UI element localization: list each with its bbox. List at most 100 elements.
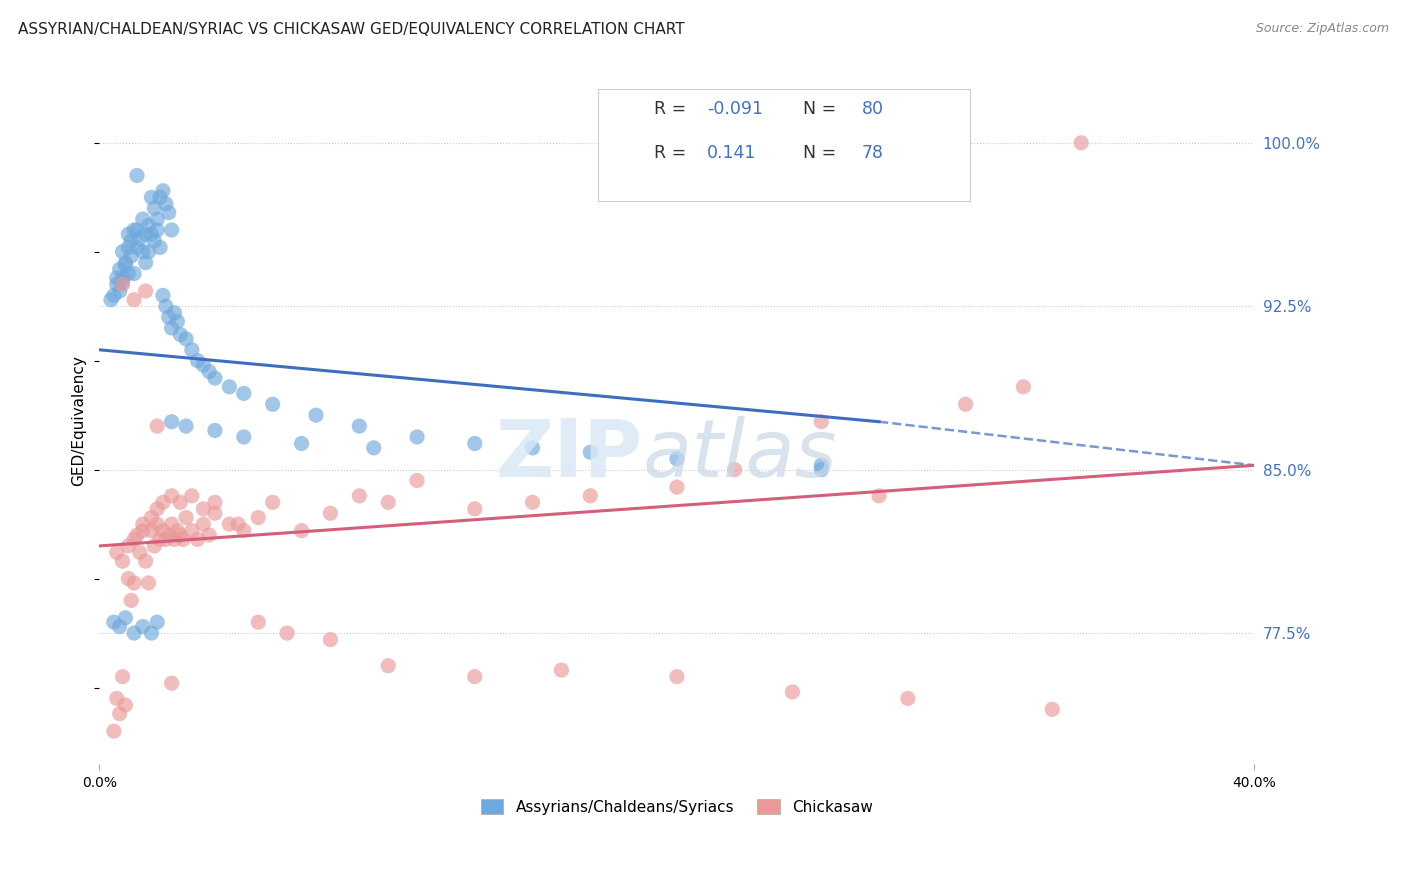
Point <box>349 489 371 503</box>
Point <box>155 299 177 313</box>
Point <box>174 332 197 346</box>
Point <box>163 533 186 547</box>
Point <box>138 576 160 591</box>
Point <box>665 480 688 494</box>
Point <box>149 190 172 204</box>
Point <box>406 474 429 488</box>
Point <box>155 533 177 547</box>
Point <box>146 501 169 516</box>
Point <box>111 670 134 684</box>
Point <box>157 205 180 219</box>
Point <box>169 528 191 542</box>
Point <box>406 430 429 444</box>
Point <box>105 545 128 559</box>
Point <box>120 593 142 607</box>
Point <box>290 436 312 450</box>
Point <box>187 353 209 368</box>
Point <box>141 626 163 640</box>
Point <box>1012 380 1035 394</box>
Point <box>187 533 209 547</box>
Point <box>132 517 155 532</box>
Point <box>169 495 191 509</box>
Point <box>522 441 544 455</box>
Point <box>143 539 166 553</box>
Point <box>160 321 183 335</box>
Point <box>135 255 157 269</box>
Text: 78: 78 <box>862 145 884 162</box>
Point <box>232 430 254 444</box>
Point <box>122 267 145 281</box>
Point <box>193 358 215 372</box>
Point <box>122 223 145 237</box>
Point <box>135 554 157 568</box>
Point <box>132 524 155 538</box>
Point <box>464 436 486 450</box>
Text: -0.091: -0.091 <box>707 100 763 118</box>
Point <box>276 626 298 640</box>
Point <box>464 670 486 684</box>
Point <box>163 306 186 320</box>
Point <box>724 463 747 477</box>
Point <box>166 314 188 328</box>
Point <box>132 619 155 633</box>
Point <box>464 501 486 516</box>
Point <box>166 524 188 538</box>
Point <box>810 463 832 477</box>
Point <box>204 371 226 385</box>
Point <box>125 240 148 254</box>
Text: N =: N = <box>792 145 841 162</box>
Point <box>782 685 804 699</box>
Point <box>522 495 544 509</box>
Point <box>218 380 240 394</box>
Point <box>377 495 399 509</box>
Point <box>160 676 183 690</box>
Point <box>180 524 202 538</box>
Point <box>193 501 215 516</box>
Point <box>105 277 128 292</box>
Point <box>955 397 977 411</box>
Point <box>125 528 148 542</box>
Point <box>152 184 174 198</box>
Point <box>117 240 139 254</box>
Point <box>141 524 163 538</box>
Point <box>349 419 371 434</box>
Point <box>1070 136 1092 150</box>
Point <box>180 489 202 503</box>
Point <box>152 524 174 538</box>
Text: ASSYRIAN/CHALDEAN/SYRIAC VS CHICKASAW GED/EQUIVALENCY CORRELATION CHART: ASSYRIAN/CHALDEAN/SYRIAC VS CHICKASAW GE… <box>18 22 685 37</box>
Point <box>174 419 197 434</box>
Point <box>146 419 169 434</box>
Point <box>120 234 142 248</box>
Point <box>579 489 602 503</box>
Point <box>105 691 128 706</box>
Point <box>262 397 284 411</box>
Point <box>152 495 174 509</box>
Text: ZIP: ZIP <box>495 416 643 494</box>
Point <box>290 524 312 538</box>
Point <box>160 223 183 237</box>
Point <box>111 271 134 285</box>
Point <box>160 489 183 503</box>
Point <box>103 288 125 302</box>
Point <box>363 441 385 455</box>
Point <box>810 458 832 473</box>
Point <box>128 232 150 246</box>
Point <box>141 510 163 524</box>
Text: R =: R = <box>654 145 697 162</box>
Text: 0.141: 0.141 <box>707 145 756 162</box>
Point <box>111 275 134 289</box>
Point <box>103 724 125 739</box>
Point <box>122 626 145 640</box>
Point <box>114 255 136 269</box>
Point <box>125 223 148 237</box>
Point <box>247 615 270 630</box>
Point <box>122 293 145 307</box>
Point <box>125 169 148 183</box>
Point <box>114 698 136 712</box>
Point <box>247 510 270 524</box>
Point <box>198 365 221 379</box>
Point <box>146 517 169 532</box>
Point <box>665 451 688 466</box>
Point <box>108 262 131 277</box>
Point <box>122 576 145 591</box>
